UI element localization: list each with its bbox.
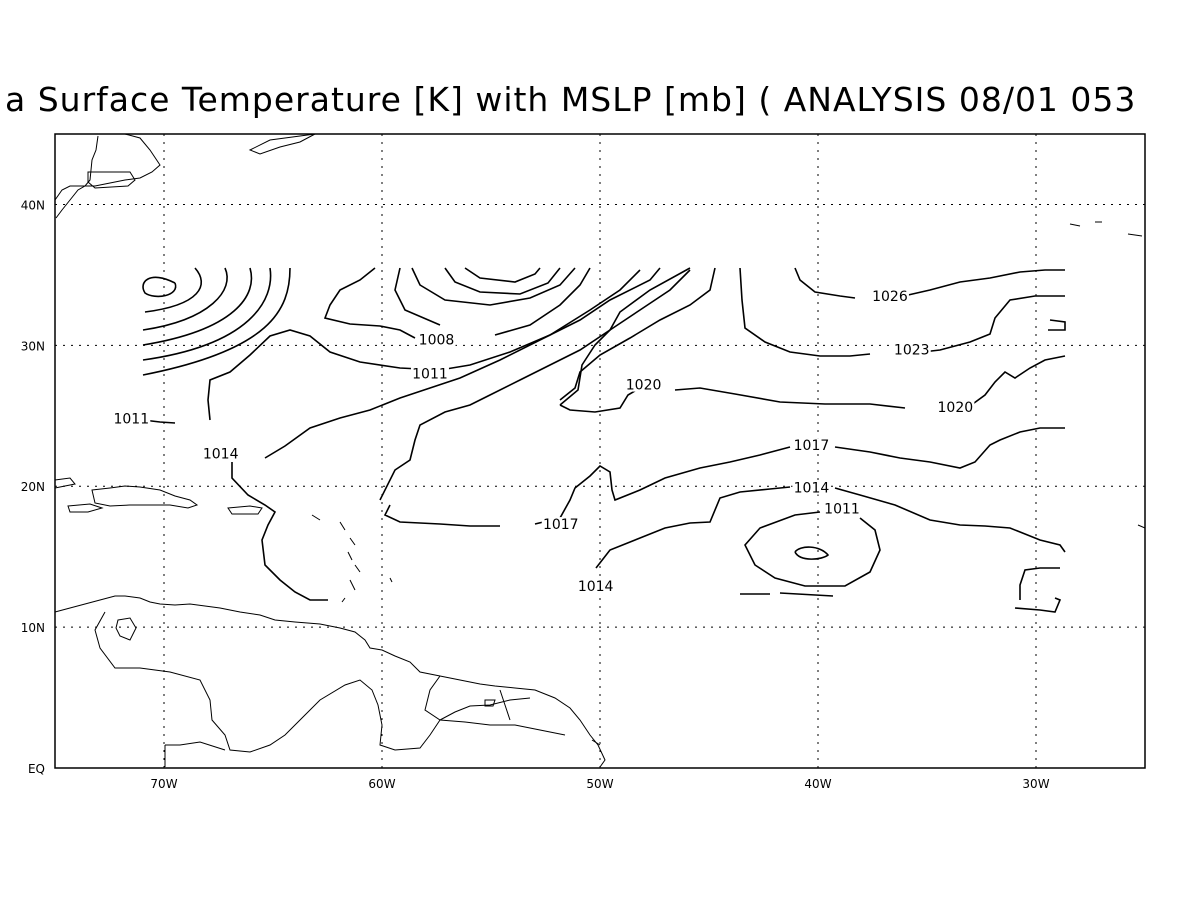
isobar-label-bg [892,342,931,357]
isobar-label: 1011 [824,502,860,518]
lon-tick-label: 50W [586,777,613,791]
lat-tick-label: 10N [21,621,45,635]
isobar-label: 1020 [938,400,974,416]
coastline-lake-maracaibo [115,617,137,641]
isobar-labels: 1008 1011 1011 1014 1017 1014 1020 1023 1026 1020… [112,288,975,595]
coastline-guiana-border [424,675,566,736]
isobar-label-bg [576,579,615,594]
isobar-1020-mid [559,355,1066,413]
isobar-high-north-4 [464,267,541,283]
isobar-low-east-core [794,546,830,560]
isobar-low-west-1 [142,276,177,298]
coastline-nova-scotia [248,133,316,155]
isobar-label-bg [792,438,831,453]
isobar-label: 1017 [794,438,830,454]
isobar-label: 1017 [543,517,579,533]
isobar-label-bg [112,411,151,426]
coastline-lesser-antilles [311,514,393,603]
isobar-label-bg [541,517,580,532]
lat-tick-label: EQ [28,762,45,776]
coastline-jamaica [67,503,104,513]
isobar-low-west-6 [142,267,291,376]
isobar-1008-west [323,267,416,339]
isobar-label: 1014 [578,579,614,595]
coastline-puerto-rico [227,505,263,515]
isobar-high-north [394,267,591,336]
isobar-1014-south-trail [740,592,834,597]
coastline-venezuela-inland [94,611,441,753]
coastline-amazon-south [164,741,226,767]
isobar-label-bg [870,288,909,303]
map-frame [54,133,1146,769]
isobar-low-west-2 [144,267,203,313]
isobar-label: 1014 [794,480,830,496]
isobar-low-west-5 [142,267,272,361]
isobar-1017-lower [383,427,1065,527]
isobar-1020-west [559,267,691,406]
isobar-high-north-2 [411,267,576,306]
axis-ticks: 70W 60W 50W 40W 30W EQ 10N 20N 30N 40N [21,198,1050,791]
isobar-label-bg [822,501,861,516]
isobar-1014-east [595,486,1066,569]
isobar-label: 1020 [626,378,662,394]
isobars [142,267,1066,613]
isobar-east-edge-1 [1048,319,1066,331]
lon-tick-label: 30W [1022,777,1049,791]
coastline-northeast-us [54,133,161,219]
lat-tick-label: 20N [21,480,45,494]
coastlines [54,133,1146,768]
isobar-label-bg [410,366,449,381]
lon-tick-label: 60W [368,777,395,791]
isobar-label-bg [417,332,456,347]
coastline-bermuda [484,699,496,707]
isobar-label: 1014 [203,447,239,463]
coastline-hispaniola [91,485,199,509]
coastline-brazil-border [439,689,531,721]
isobar-1011-east-tail [559,267,716,401]
chart-title: a Surface Temperature [K] with MSLP [mb]… [5,80,1137,119]
coastline-cuba-fragment [54,477,76,489]
coastline-south-america [54,595,606,768]
isobar-label-bg [936,400,975,415]
isobar-high-north-3 [444,267,561,295]
grid-lines [55,134,1145,768]
isobar-east-edge-2 [1014,567,1062,613]
lat-tick-label: 30N [21,339,45,353]
isobar-label: 1011 [113,411,149,427]
coastline-new-england [87,171,136,189]
isobar-label: 1011 [412,366,448,382]
lon-tick-label: 40W [804,777,831,791]
isobar-1017-west [379,269,691,501]
isobar-1026 [794,267,1065,299]
isobar-1014-loop [231,462,328,601]
isobar-1023 [739,267,1065,357]
isobar-label: 1026 [872,289,908,305]
isobar-label-bg [201,446,240,461]
isobar-1014 [264,267,661,459]
isobar-label: 1023 [894,342,930,358]
lat-tick-label: 40N [21,198,45,212]
isobar-label-bg [792,480,831,495]
isobar-low-west-4 [142,267,253,346]
lon-tick-label: 70W [150,777,177,791]
coastline-islands-east [591,221,1146,746]
isobar-label-bg [624,377,663,392]
isobar-low-west-3 [142,267,228,331]
isobar-1011-east-loop [744,511,881,587]
isobar-label: 1008 [419,333,455,349]
